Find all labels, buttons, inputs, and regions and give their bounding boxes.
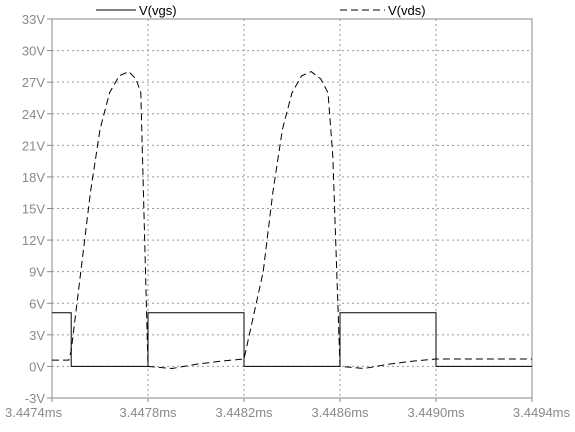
x-axis-ticks: 3.4474ms 3.4478ms 3.4482ms 3.4486ms 3.4490ms… xyxy=(5,398,570,420)
series-group xyxy=(52,71,532,370)
x-tick-label: 3.4490ms xyxy=(407,405,465,420)
y-tick-label: 3V xyxy=(29,328,45,343)
x-tick-label: 3.4474ms xyxy=(5,405,63,420)
x-tick-label: 3.4482ms xyxy=(215,405,273,420)
series-line-vds xyxy=(52,71,532,370)
y-tick-label: 6V xyxy=(29,296,45,311)
series-line-vgs xyxy=(52,312,532,367)
x-tick-label: 3.4478ms xyxy=(119,405,177,420)
y-tick-label: 21V xyxy=(22,138,45,153)
y-tick-label: 9V xyxy=(29,265,45,280)
y-tick-label: 0V xyxy=(29,359,45,374)
y-tick-label: -3V xyxy=(25,391,46,406)
y-tick-label: 18V xyxy=(22,170,45,185)
y-tick-label: 12V xyxy=(22,233,45,248)
y-tick-label: 30V xyxy=(22,44,45,59)
y-tick-label: 24V xyxy=(22,107,45,122)
y-tick-label: 15V xyxy=(22,202,45,217)
legend: V(vgs) V(vds) xyxy=(96,3,426,18)
legend-vgs-label: V(vgs) xyxy=(139,3,177,18)
y-tick-label: 27V xyxy=(22,75,45,90)
y-tick-label: 33V xyxy=(22,12,45,27)
grid xyxy=(52,19,532,398)
y-axis-ticks: -3V 0V 3V 6V 9V 12V 15V 18V 21V 24V 27V 30V 33V xyxy=(22,12,52,406)
x-tick-label: 3.4494ms xyxy=(513,405,571,420)
legend-vds-label: V(vds) xyxy=(388,3,426,18)
x-tick-label: 3.4486ms xyxy=(311,405,369,420)
